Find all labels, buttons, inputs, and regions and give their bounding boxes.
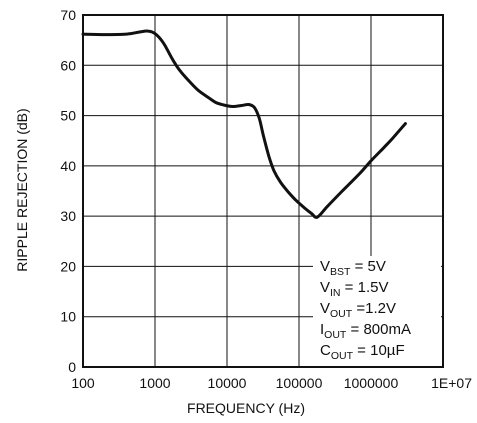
annotation-line: VOUT =1.2V xyxy=(320,300,396,320)
x-tick-label: 10000 xyxy=(208,375,247,391)
y-axis-label: RIPPLE REJECTION (dB) xyxy=(14,108,30,271)
x-tick-label: 100000 xyxy=(276,375,323,391)
y-tick-label: 20 xyxy=(60,258,76,274)
annotation-line: VIN = 1.5V xyxy=(320,279,388,299)
x-tick-label: 1E+07 xyxy=(431,375,472,391)
x-tick-label: 100 xyxy=(71,375,95,391)
x-tick-labels: 100 1000 10000 100000 1000000 1E+07 xyxy=(71,375,472,391)
y-tick-label: 10 xyxy=(60,309,76,325)
y-tick-label: 70 xyxy=(60,7,76,23)
annotation-line: VBST = 5V xyxy=(320,258,386,278)
y-tick-label: 60 xyxy=(60,57,76,73)
x-axis-label: FREQUENCY (Hz) xyxy=(187,400,305,416)
x-tick-label: 1000000 xyxy=(344,375,399,391)
y-tick-labels: 0 10 20 30 40 50 60 70 xyxy=(60,7,76,375)
annotation-background xyxy=(313,256,441,366)
y-tick-label: 40 xyxy=(60,158,76,174)
ripple-rejection-curve xyxy=(81,29,407,219)
x-tick-label: 1000 xyxy=(139,375,170,391)
plot-frame xyxy=(82,14,444,368)
y-tick-label: 50 xyxy=(60,108,76,124)
annotation-line: IOUT = 800mA xyxy=(320,321,411,341)
annotation-line: COUT = 10µF xyxy=(320,342,405,362)
y-tick-label: 30 xyxy=(60,208,76,224)
y-tick-label: 0 xyxy=(68,359,76,375)
